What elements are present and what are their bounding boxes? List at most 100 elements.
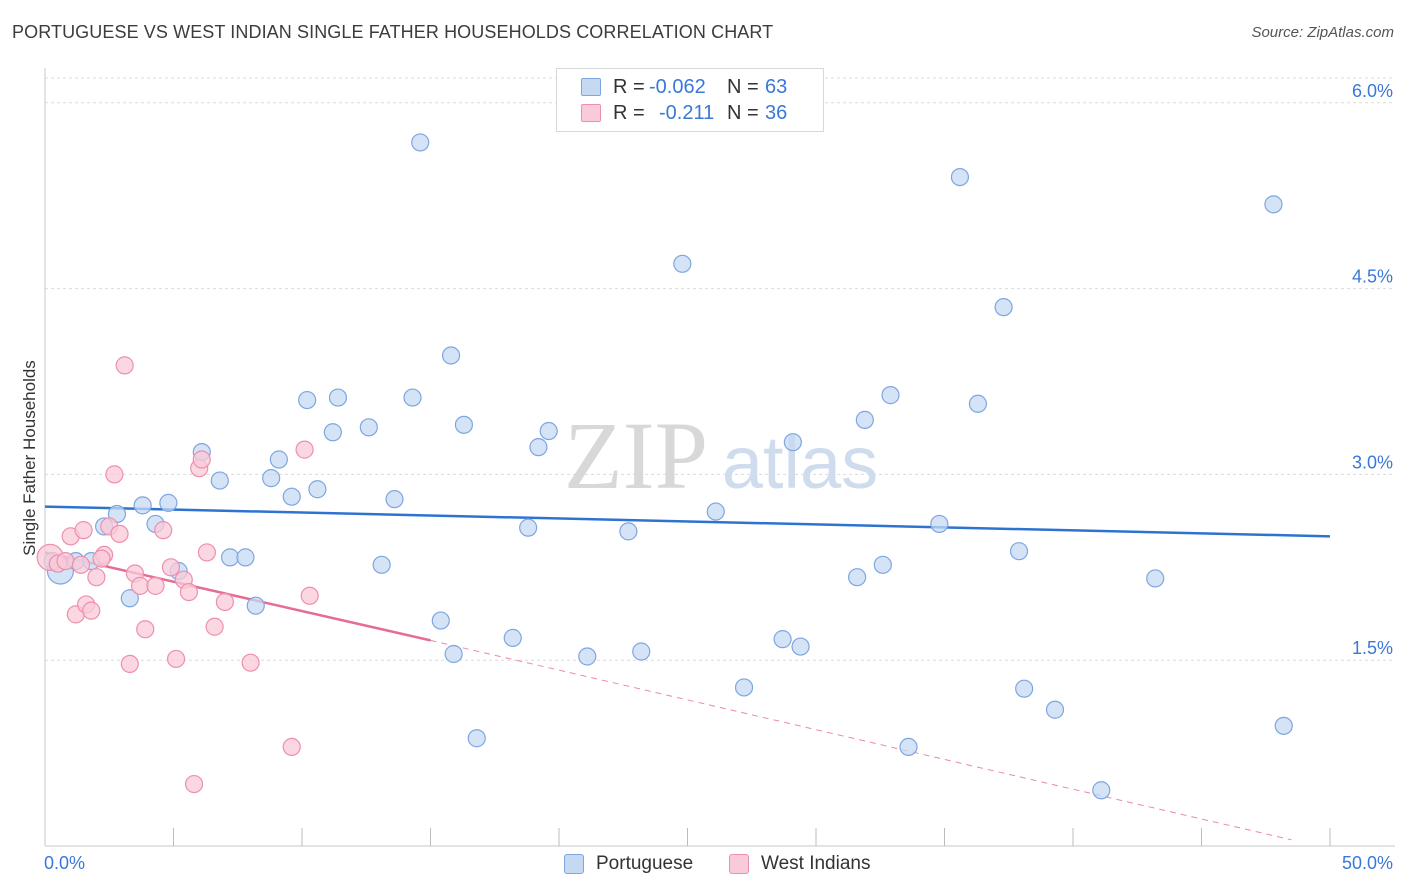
portuguese-point xyxy=(1092,781,1111,800)
west-indians-point xyxy=(161,558,181,577)
portuguese-point xyxy=(372,555,391,574)
portuguese-point xyxy=(467,729,486,748)
portuguese-point xyxy=(783,433,802,452)
portuguese-point xyxy=(881,386,900,405)
legend-n-label: N = xyxy=(727,101,759,124)
legend-n-value: 63 xyxy=(765,75,788,98)
west-indians-point xyxy=(56,551,75,571)
x-tick-label-min: 0.0% xyxy=(44,853,85,873)
portuguese-point xyxy=(210,471,229,490)
portuguese-point xyxy=(1274,716,1293,735)
chart-title: PORTUGUESE VS WEST INDIAN SINGLE FATHER … xyxy=(12,22,774,42)
west-indians-point xyxy=(92,549,111,568)
portuguese-point xyxy=(133,496,152,515)
west-indians-point xyxy=(82,601,101,620)
x-tick-label-max: 50.0% xyxy=(1342,853,1393,873)
west-indians-point xyxy=(179,582,199,602)
chart-source: Source: ZipAtlas.com xyxy=(1251,24,1394,41)
west-indians-point xyxy=(154,521,173,540)
portuguese-point xyxy=(262,469,281,488)
portuguese-point xyxy=(220,548,240,567)
portuguese-point xyxy=(269,450,288,469)
portuguese-point xyxy=(308,480,327,499)
portuguese-point xyxy=(619,522,638,541)
west-indians-point xyxy=(197,543,217,562)
legend-n-value: 36 xyxy=(765,101,788,124)
watermark-atlas: atlas xyxy=(722,421,878,504)
portuguese-point xyxy=(578,647,597,666)
portuguese-point xyxy=(323,423,342,442)
portuguese-point xyxy=(950,167,970,187)
portuguese-point xyxy=(298,390,317,410)
legend-r-label: R = xyxy=(613,101,645,124)
portuguese-point xyxy=(1264,195,1283,214)
legend-item-west-indians[interactable]: West Indians xyxy=(729,852,870,876)
portuguese-point xyxy=(930,514,949,534)
portuguese-point xyxy=(246,596,265,615)
west-indians-point xyxy=(184,774,204,794)
portuguese-point xyxy=(539,421,558,441)
stats-legend: R = -0.062 N = 63 R = -0.211 N = 36 xyxy=(556,68,824,132)
portuguese-point xyxy=(236,548,255,567)
portuguese-point xyxy=(873,555,892,574)
portuguese-point xyxy=(519,518,538,537)
west-indians-point xyxy=(110,524,129,543)
portuguese-point xyxy=(359,418,378,437)
data-points xyxy=(36,133,1293,800)
y-tick-label: 3.0% xyxy=(1352,452,1393,472)
west-indians-point xyxy=(74,521,93,540)
west-indians-swatch xyxy=(729,854,749,874)
portuguese-point xyxy=(503,628,522,647)
portuguese-point xyxy=(1146,569,1165,588)
portuguese-point xyxy=(411,133,430,152)
west-indians-point xyxy=(105,465,124,484)
watermark: ZIP atlas xyxy=(564,402,878,509)
tick-labels: 1.5% 3.0% 4.5% 6.0% 0.0% 50.0% xyxy=(44,81,1393,873)
portuguese-point xyxy=(1009,542,1029,561)
portuguese-point xyxy=(791,637,810,656)
portuguese-point xyxy=(673,254,692,273)
portuguese-point xyxy=(403,388,422,407)
portuguese-point xyxy=(282,487,301,506)
portuguese-point xyxy=(120,589,139,608)
legend-r-value: -0.211 xyxy=(659,101,715,124)
legend-n-label: N = xyxy=(727,75,759,98)
west-indians-point xyxy=(87,568,106,587)
watermark-zip: ZIP xyxy=(564,402,708,509)
portuguese-trend-line xyxy=(44,505,1331,538)
axes xyxy=(44,68,1395,847)
portuguese-point xyxy=(385,490,404,509)
west-indians-trend-extension xyxy=(430,639,1292,841)
y-axis-label: Single Father Households xyxy=(20,360,39,556)
west-indians-point xyxy=(205,617,224,636)
portuguese-swatch xyxy=(564,854,584,874)
west-indians-point xyxy=(300,586,319,605)
west-indians-point xyxy=(71,555,91,574)
portuguese-point xyxy=(328,388,348,407)
legend-label-portuguese: Portuguese xyxy=(596,853,694,874)
portuguese-point xyxy=(431,611,450,630)
west-indians-point xyxy=(192,450,211,469)
portuguese-point xyxy=(773,630,792,649)
west-indians-trend-line xyxy=(44,551,431,642)
legend-r-label: R = xyxy=(613,75,645,98)
portuguese-point xyxy=(632,642,651,661)
grid-lines xyxy=(45,77,1395,661)
west-indians-point xyxy=(146,576,165,595)
y-tick-label: 6.0% xyxy=(1352,81,1393,101)
west-indians-point xyxy=(136,620,155,639)
legend-item-portuguese[interactable]: Portuguese xyxy=(564,852,693,876)
portuguese-point xyxy=(1045,700,1065,719)
trend-lines xyxy=(44,505,1331,841)
portuguese-point xyxy=(1015,679,1034,698)
west-indians-point xyxy=(115,356,134,375)
portuguese-point xyxy=(529,438,548,457)
portuguese-point xyxy=(734,678,754,697)
portuguese-point xyxy=(994,298,1013,317)
y-tick-label: 4.5% xyxy=(1352,267,1393,287)
legend-r-value: -0.062 xyxy=(649,75,706,98)
legend-label-west-indians: West Indians xyxy=(761,853,871,874)
portuguese-point xyxy=(855,410,874,429)
portuguese-point xyxy=(706,502,725,521)
